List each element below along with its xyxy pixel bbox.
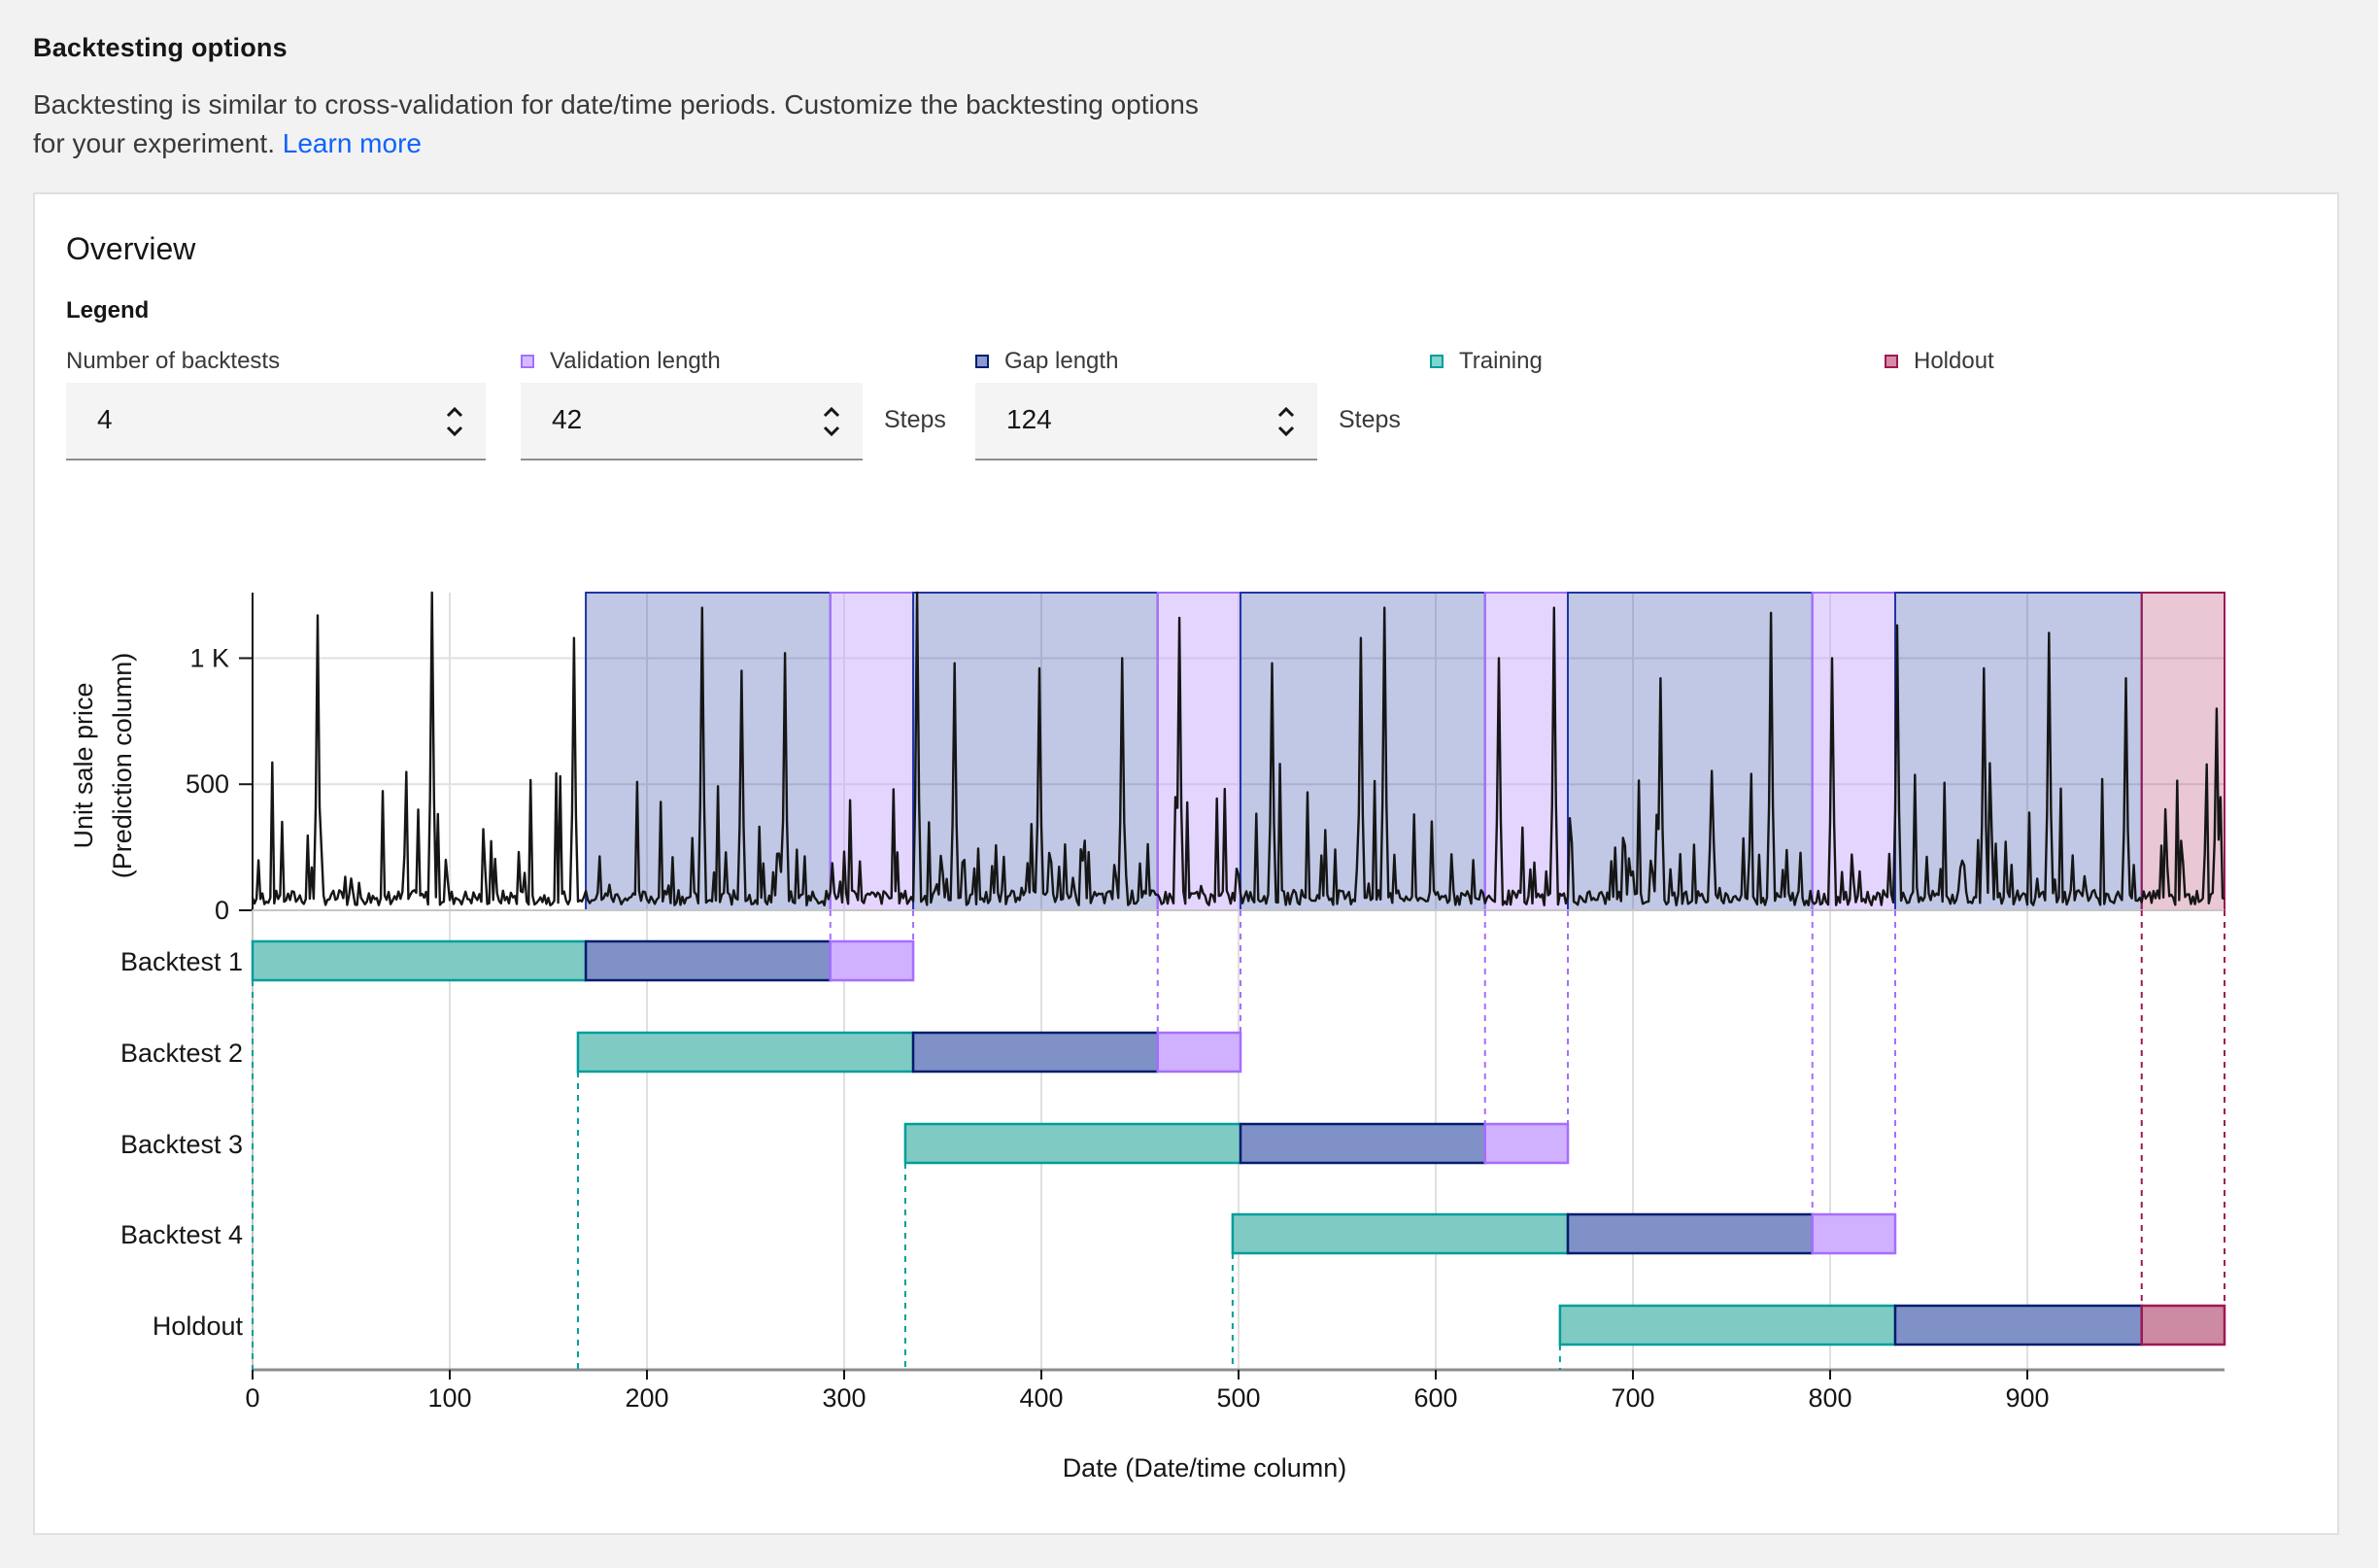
gap-segment	[1239, 1122, 1487, 1165]
validation-swatch-icon	[521, 355, 534, 368]
gap-segment	[1566, 1212, 1814, 1255]
training-swatch-icon	[1430, 355, 1444, 368]
guide-lines	[252, 910, 2225, 1370]
x-tick-label: 800	[1808, 1383, 1851, 1413]
validation-steps-unit: Steps	[884, 406, 946, 433]
training-segment	[903, 1122, 1242, 1165]
holdout-swatch-icon	[1885, 355, 1898, 368]
validation-length-input[interactable]: 42	[521, 383, 863, 460]
gap-swatch-icon	[975, 355, 989, 368]
overview-title: Overview	[66, 231, 196, 266]
validation-length-value: 42	[552, 404, 583, 434]
num-backtests-input[interactable]: 4	[66, 383, 486, 460]
x-tick-label: 500	[1216, 1383, 1260, 1413]
num-backtests-value: 4	[97, 404, 113, 434]
validation-segment	[1483, 1122, 1570, 1165]
training-segment	[1231, 1212, 1570, 1255]
validation-length-label: Validation length	[521, 348, 721, 375]
row-label: Backtest 3	[120, 1130, 243, 1159]
holdout-legend-label: Holdout	[1885, 348, 1994, 375]
x-tick-label: 0	[245, 1383, 259, 1413]
training-segment	[1558, 1304, 1897, 1346]
legend-title: Legend	[66, 297, 150, 324]
validation-band	[1811, 592, 1896, 911]
description-text: Backtesting is similar to cross-validati…	[33, 89, 1199, 158]
axes: 0 500 1 K 0 100 200 300 400 500 600 700 800 900	[186, 593, 2225, 1413]
holdout-segment	[2140, 1304, 2226, 1346]
x-tick-label: 200	[625, 1383, 668, 1413]
y-axis-title: Unit sale price	[69, 682, 98, 848]
section-description: Backtesting is similar to cross-validati…	[33, 85, 1218, 163]
row-label: Backtest 2	[120, 1039, 243, 1068]
validation-band	[1156, 592, 1242, 911]
x-axis-title: Date (Date/time column)	[1063, 1453, 1347, 1483]
section-title: Backtesting options	[33, 33, 288, 62]
training-legend-label: Training	[1430, 348, 1543, 375]
gap-length-input[interactable]: 124	[975, 383, 1317, 460]
gap-segment	[584, 939, 832, 982]
x-tick-label: 300	[822, 1383, 866, 1413]
row-label: Holdout	[153, 1312, 244, 1341]
x-tick-label: 600	[1413, 1383, 1457, 1413]
x-tick-label: 400	[1019, 1383, 1063, 1413]
validation-segment	[1811, 1212, 1897, 1255]
stepper-arrows-icon[interactable]	[822, 404, 841, 439]
learn-more-link[interactable]: Learn more	[282, 128, 422, 158]
gap-segment	[911, 1031, 1160, 1074]
x-tick-label: 100	[427, 1383, 471, 1413]
training-segment	[576, 1031, 915, 1074]
series-layer	[251, 591, 2225, 906]
y-axis-subtitle: (Prediction column)	[108, 653, 137, 879]
x-tick-label: 700	[1611, 1383, 1654, 1413]
y-tick-label: 0	[215, 896, 229, 925]
validation-segment	[1156, 1031, 1242, 1074]
gap-band	[1567, 592, 1814, 911]
training-segment	[251, 939, 588, 982]
y-tick-label: 500	[186, 769, 229, 799]
row-label: Backtest 1	[120, 947, 243, 976]
x-tick-label: 900	[2005, 1383, 2049, 1413]
gap-length-label: Gap length	[975, 348, 1118, 375]
gap-steps-unit: Steps	[1339, 406, 1401, 433]
validation-segment	[829, 939, 915, 982]
gap-band	[585, 592, 832, 911]
gap-length-value: 124	[1006, 404, 1052, 434]
backtest-rows: Backtest 1 Backtest 2 Backtest 3 Backtest 4…	[120, 939, 2226, 1346]
y-tick-label: 1 K	[189, 643, 229, 672]
row-label: Backtest 4	[120, 1220, 243, 1249]
gap-segment	[1893, 1304, 2143, 1346]
num-backtests-label: Number of backtests	[66, 348, 281, 374]
stepper-arrows-icon[interactable]	[1276, 404, 1296, 439]
stepper-arrows-icon[interactable]	[445, 404, 464, 439]
price-series-line	[251, 591, 2225, 906]
